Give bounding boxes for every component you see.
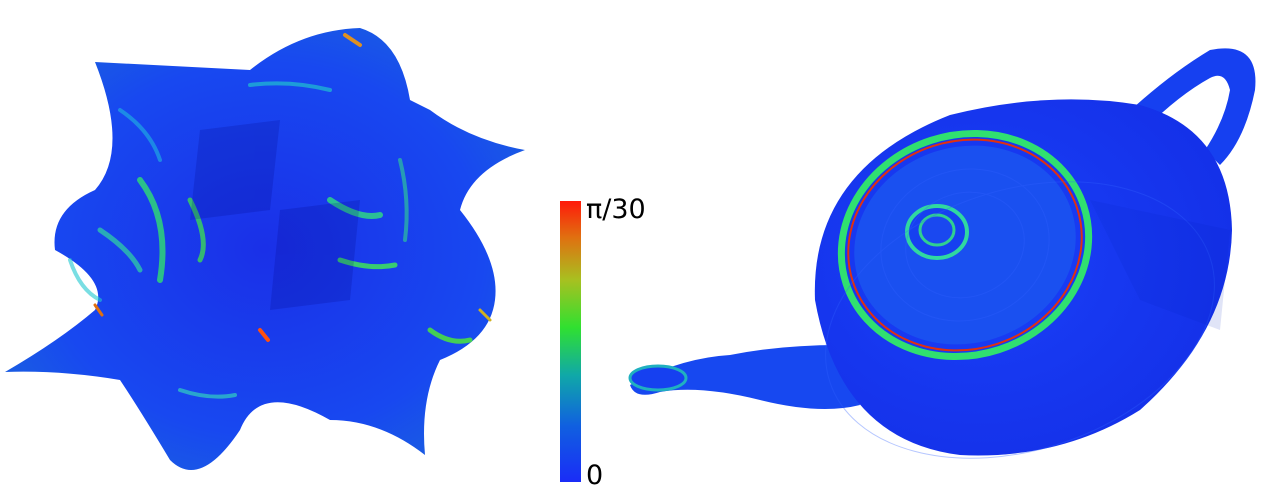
lid-ring-outer <box>837 129 1093 361</box>
surface-facets <box>190 120 360 310</box>
lid-ring-red <box>847 138 1083 352</box>
lid-knob-inner <box>918 213 956 247</box>
left-surface-render <box>5 28 525 470</box>
surface-shape <box>5 28 525 470</box>
teapot-spout <box>630 345 860 409</box>
teapot-render <box>628 48 1256 459</box>
spout-opening <box>628 364 688 392</box>
colorbar-max-label: π/30 <box>586 194 646 225</box>
colorbar: π/30 0 <box>552 194 662 491</box>
teapot-facet <box>1090 200 1230 330</box>
colorbar-min-label: 0 <box>586 460 604 491</box>
teapot-handle <box>1110 48 1256 166</box>
surface-highlights <box>68 33 492 399</box>
teapot-bands <box>825 168 1215 459</box>
colorbar-gradient <box>560 201 581 482</box>
